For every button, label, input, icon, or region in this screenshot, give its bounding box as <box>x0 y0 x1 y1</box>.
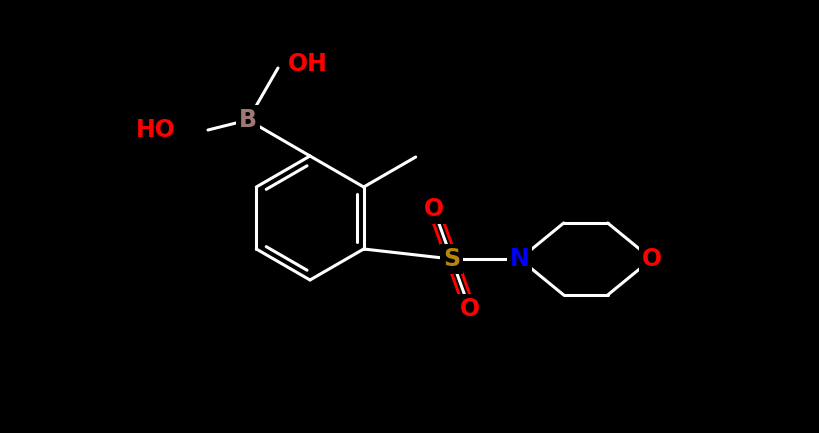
Text: O: O <box>459 297 480 321</box>
Text: N: N <box>509 247 530 271</box>
Text: S: S <box>443 247 460 271</box>
Text: O: O <box>641 247 662 271</box>
Text: OH: OH <box>288 52 328 76</box>
Text: O: O <box>423 197 444 221</box>
Text: HO: HO <box>136 118 176 142</box>
Text: B: B <box>239 108 257 132</box>
